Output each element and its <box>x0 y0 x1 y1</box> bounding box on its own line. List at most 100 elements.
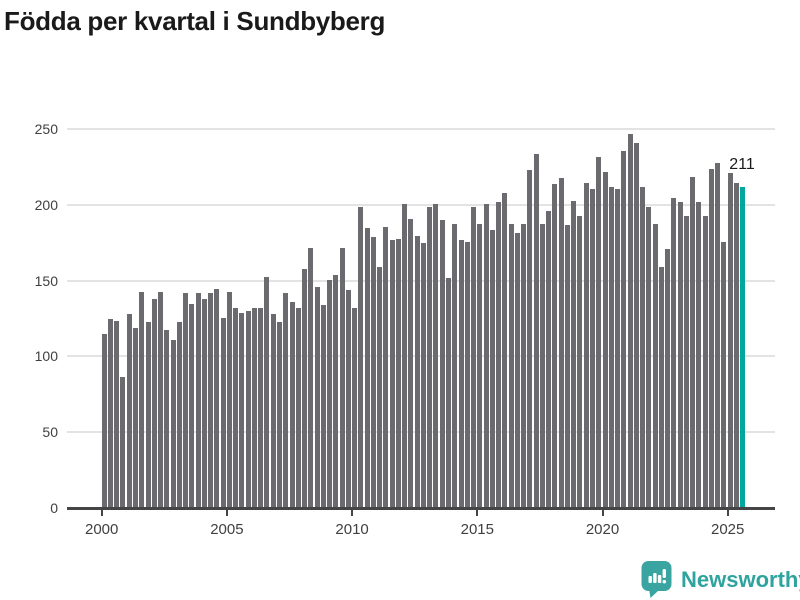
x-tick <box>601 510 604 516</box>
x-tick-label: 2020 <box>585 521 620 538</box>
newsworthy-logo: Newsworthy <box>641 560 800 598</box>
y-tick-label: 200 <box>34 196 58 213</box>
bar <box>602 171 608 507</box>
bar <box>370 237 376 507</box>
highlighted-bar <box>740 187 746 507</box>
bar <box>633 143 639 507</box>
bar <box>264 276 270 507</box>
x-tick <box>476 510 479 516</box>
bar <box>345 290 351 507</box>
bar <box>158 291 164 507</box>
bar <box>439 220 445 507</box>
bar <box>114 320 120 507</box>
bar <box>377 267 383 507</box>
bar <box>733 182 739 507</box>
bar <box>721 241 727 507</box>
bar <box>245 311 251 507</box>
bar <box>270 314 276 507</box>
x-tick-label: 2015 <box>460 521 494 538</box>
bar <box>671 197 677 507</box>
bar <box>120 376 126 507</box>
bar <box>521 223 527 507</box>
bar <box>527 170 533 507</box>
bar <box>183 293 189 507</box>
bar <box>546 211 552 507</box>
bar <box>251 308 257 507</box>
bar <box>514 232 520 507</box>
x-tick-label: 2025 <box>711 521 745 538</box>
bar <box>708 168 714 507</box>
bar <box>564 225 570 507</box>
y-tick-label: 0 <box>50 500 58 516</box>
bar <box>458 240 464 507</box>
bar <box>665 249 671 507</box>
bar <box>107 319 113 507</box>
bar <box>214 288 220 507</box>
bar <box>395 238 401 507</box>
bar <box>258 308 264 507</box>
bar <box>208 293 214 507</box>
bar <box>589 188 595 507</box>
bar <box>427 206 433 507</box>
bar <box>289 302 295 507</box>
bar <box>652 223 658 507</box>
bar <box>302 268 308 507</box>
bar <box>596 156 602 507</box>
bar <box>176 322 182 507</box>
bar <box>233 308 239 507</box>
bar <box>402 203 408 507</box>
bar <box>295 308 301 507</box>
bar <box>239 312 245 507</box>
bar <box>408 218 414 507</box>
bar <box>364 228 370 507</box>
bar <box>577 215 583 507</box>
bar <box>333 275 339 507</box>
bar <box>539 223 545 507</box>
bar <box>533 153 539 507</box>
bar <box>496 202 502 507</box>
x-tick <box>726 510 729 516</box>
bar <box>640 187 646 507</box>
bar <box>683 215 689 507</box>
bar <box>226 291 232 507</box>
bar <box>420 243 426 507</box>
bar <box>471 206 477 507</box>
y-gridline <box>67 203 775 206</box>
y-tick-label: 50 <box>42 424 58 441</box>
bar <box>727 173 733 507</box>
bar <box>145 322 151 507</box>
y-tick-label: 100 <box>34 348 58 365</box>
bar <box>558 178 564 507</box>
bar <box>151 299 157 507</box>
bar <box>489 229 495 507</box>
bar <box>677 202 683 507</box>
bar <box>690 176 696 507</box>
bar <box>615 188 621 507</box>
bar <box>139 291 145 507</box>
bar <box>658 267 664 507</box>
bar <box>195 293 201 507</box>
bar <box>308 247 314 507</box>
bar <box>358 206 364 507</box>
chart-title: Födda per kvartal i Sundbyberg <box>4 6 386 36</box>
bar <box>389 240 395 507</box>
bar <box>383 226 389 507</box>
x-tick-label: 2010 <box>335 521 369 538</box>
bar <box>552 184 558 507</box>
bar <box>126 314 132 507</box>
bar <box>627 134 633 507</box>
y-gridline <box>67 128 775 130</box>
bar <box>502 193 508 507</box>
bar <box>314 287 320 507</box>
bar <box>339 247 345 507</box>
bar <box>201 299 207 507</box>
x-tick <box>100 510 103 516</box>
x-tick-label: 2005 <box>210 521 244 538</box>
y-tick-label: 250 <box>34 121 58 137</box>
bar <box>696 202 702 507</box>
bar <box>327 279 333 507</box>
x-tick <box>351 510 354 516</box>
bar <box>464 241 470 507</box>
